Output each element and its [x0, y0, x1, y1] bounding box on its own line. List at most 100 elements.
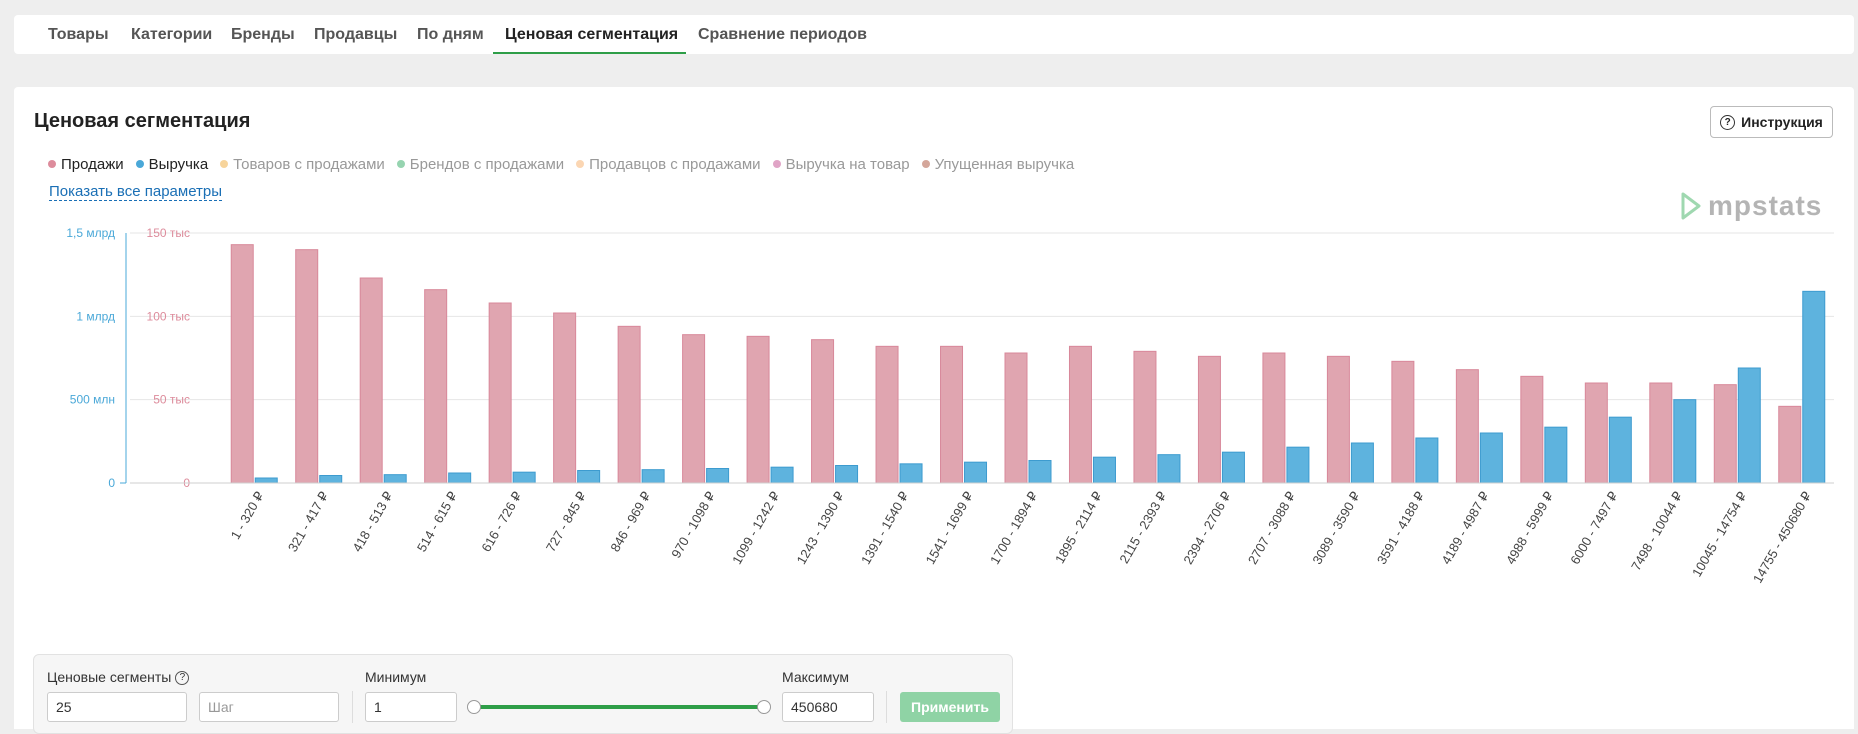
x-tick-label: 1 - 320 ₽	[228, 489, 267, 542]
legend-item[interactable]: Продавцов с продажами	[576, 156, 761, 173]
sales-bar[interactable]	[1778, 405, 1802, 484]
sales-bar[interactable]	[940, 345, 964, 484]
revenue-bar[interactable]	[254, 477, 278, 484]
tab-item[interactable]: Категории	[131, 26, 213, 43]
revenue-bar[interactable]	[448, 472, 472, 484]
tab-item[interactable]: Сравнение периодов	[698, 26, 867, 43]
x-tick-label: 1541 - 1699 ₽	[922, 489, 976, 567]
revenue-bar[interactable]	[1673, 399, 1697, 484]
sales-bar[interactable]	[746, 335, 770, 484]
tab-item[interactable]: Бренды	[231, 26, 295, 43]
sales-bar[interactable]	[295, 249, 319, 484]
min-label: Минимум	[365, 669, 427, 685]
segments-count-input[interactable]	[47, 692, 187, 722]
sales-bar[interactable]	[875, 345, 899, 484]
x-tick-label: 418 - 513 ₽	[349, 489, 395, 554]
revenue-bar[interactable]	[1802, 290, 1826, 484]
tab-item[interactable]: Товары	[48, 26, 109, 43]
mpstats-logo: mpstats	[1680, 190, 1822, 222]
legend-label: Упущенная выручка	[934, 155, 1075, 173]
legend-dot-icon	[576, 160, 585, 168]
sales-bar[interactable]	[1262, 352, 1286, 484]
tabs-bar	[14, 15, 1854, 54]
step-input[interactable]	[199, 692, 339, 722]
x-tick-label: 1391 - 1540 ₽	[858, 489, 912, 567]
tab-item[interactable]: Ценовая сегментация	[493, 15, 686, 54]
sales-bar[interactable]	[230, 244, 254, 484]
legend-item[interactable]: Продажи	[48, 156, 124, 173]
revenue-bar[interactable]	[706, 468, 730, 484]
revenue-bar[interactable]	[1028, 460, 1052, 484]
revenue-bar[interactable]	[1608, 416, 1632, 484]
revenue-bar[interactable]	[319, 475, 343, 484]
legend-item[interactable]: Брендов с продажами	[396, 156, 564, 173]
x-tick-label: 514 - 615 ₽	[414, 489, 460, 554]
x-tick-label: 7498 - 10044 ₽	[1628, 489, 1685, 573]
legend-dot-icon	[48, 160, 56, 168]
legend-item[interactable]: Выручка на товар	[772, 156, 910, 173]
show-all-params-link[interactable]: Показать все параметры	[49, 183, 223, 201]
segments-label: Ценовые сегменты	[47, 669, 172, 685]
x-tick-label: 10045 - 14754 ₽	[1689, 489, 1750, 579]
revenue-bar[interactable]	[835, 465, 859, 484]
y-right-tick-label: 100 тыс	[147, 309, 190, 323]
revenue-bar[interactable]	[1157, 454, 1181, 484]
sales-bar[interactable]	[811, 339, 835, 484]
x-tick-label: 1243 - 1390 ₽	[794, 489, 848, 567]
sales-bar[interactable]	[1133, 350, 1157, 484]
x-tick-label: 3089 - 3590 ₽	[1309, 489, 1363, 567]
tab-item[interactable]: По дням	[417, 26, 484, 43]
sales-bar[interactable]	[1326, 355, 1350, 484]
sales-bar[interactable]	[1520, 375, 1544, 484]
revenue-bar[interactable]	[1350, 442, 1374, 484]
x-tick-label: 3591 - 4188 ₽	[1374, 489, 1428, 567]
sales-bar[interactable]	[553, 312, 577, 484]
x-tick-label: 1700 - 1894 ₽	[987, 489, 1041, 567]
revenue-bar[interactable]	[770, 466, 794, 484]
sales-bar[interactable]	[359, 277, 383, 484]
revenue-bar[interactable]	[1544, 426, 1568, 484]
revenue-bar[interactable]	[577, 470, 601, 484]
revenue-bar[interactable]	[899, 463, 923, 484]
legend-item[interactable]: Упущенная выручка	[921, 155, 1075, 173]
sales-bar[interactable]	[1455, 369, 1479, 484]
apply-button[interactable]: Применить	[900, 692, 1000, 722]
sales-bar[interactable]	[682, 334, 706, 484]
page-title: Ценовая сегментация	[34, 110, 251, 132]
sales-bar[interactable]	[1068, 345, 1092, 484]
y-right-tick-label: 50 тыс	[153, 393, 190, 407]
revenue-bar[interactable]	[1286, 446, 1310, 484]
help-icon[interactable]: ?	[175, 671, 190, 686]
legend-item[interactable]: Выручка	[135, 155, 209, 173]
revenue-bar[interactable]	[383, 474, 407, 484]
revenue-bar[interactable]	[641, 469, 665, 484]
x-tick-label: 970 - 1098 ₽	[668, 489, 718, 561]
sales-bar[interactable]	[1197, 355, 1221, 484]
revenue-bar[interactable]	[964, 461, 988, 484]
slider-max-handle[interactable]	[757, 700, 771, 714]
sales-bar[interactable]	[1649, 382, 1673, 484]
revenue-bar[interactable]	[1479, 432, 1503, 484]
max-input[interactable]	[782, 692, 874, 722]
max-label: Максимум	[782, 669, 849, 685]
sales-bar[interactable]	[1713, 384, 1737, 484]
price-range-slider[interactable]	[474, 705, 764, 709]
sales-bar[interactable]	[424, 289, 448, 484]
revenue-bar[interactable]	[1737, 367, 1761, 484]
controls-panel: Ценовые сегменты? Минимум Максимум Приме…	[33, 654, 1013, 734]
tab-item[interactable]: Продавцы	[314, 26, 398, 43]
legend-item[interactable]: Товаров с продажами	[220, 156, 385, 173]
sales-bar[interactable]	[617, 325, 641, 484]
sales-bar[interactable]	[1584, 382, 1608, 484]
revenue-bar[interactable]	[1415, 437, 1439, 484]
min-input[interactable]	[365, 692, 457, 722]
slider-min-handle[interactable]	[467, 700, 481, 714]
revenue-bar[interactable]	[1092, 456, 1116, 484]
revenue-bar[interactable]	[512, 471, 536, 484]
legend-label: Выручка	[148, 155, 209, 173]
sales-bar[interactable]	[1391, 360, 1415, 484]
instruction-button[interactable]: ? Инструкция	[1710, 106, 1833, 138]
sales-bar[interactable]	[1004, 352, 1028, 484]
revenue-bar[interactable]	[1221, 451, 1245, 484]
sales-bar[interactable]	[488, 302, 512, 484]
